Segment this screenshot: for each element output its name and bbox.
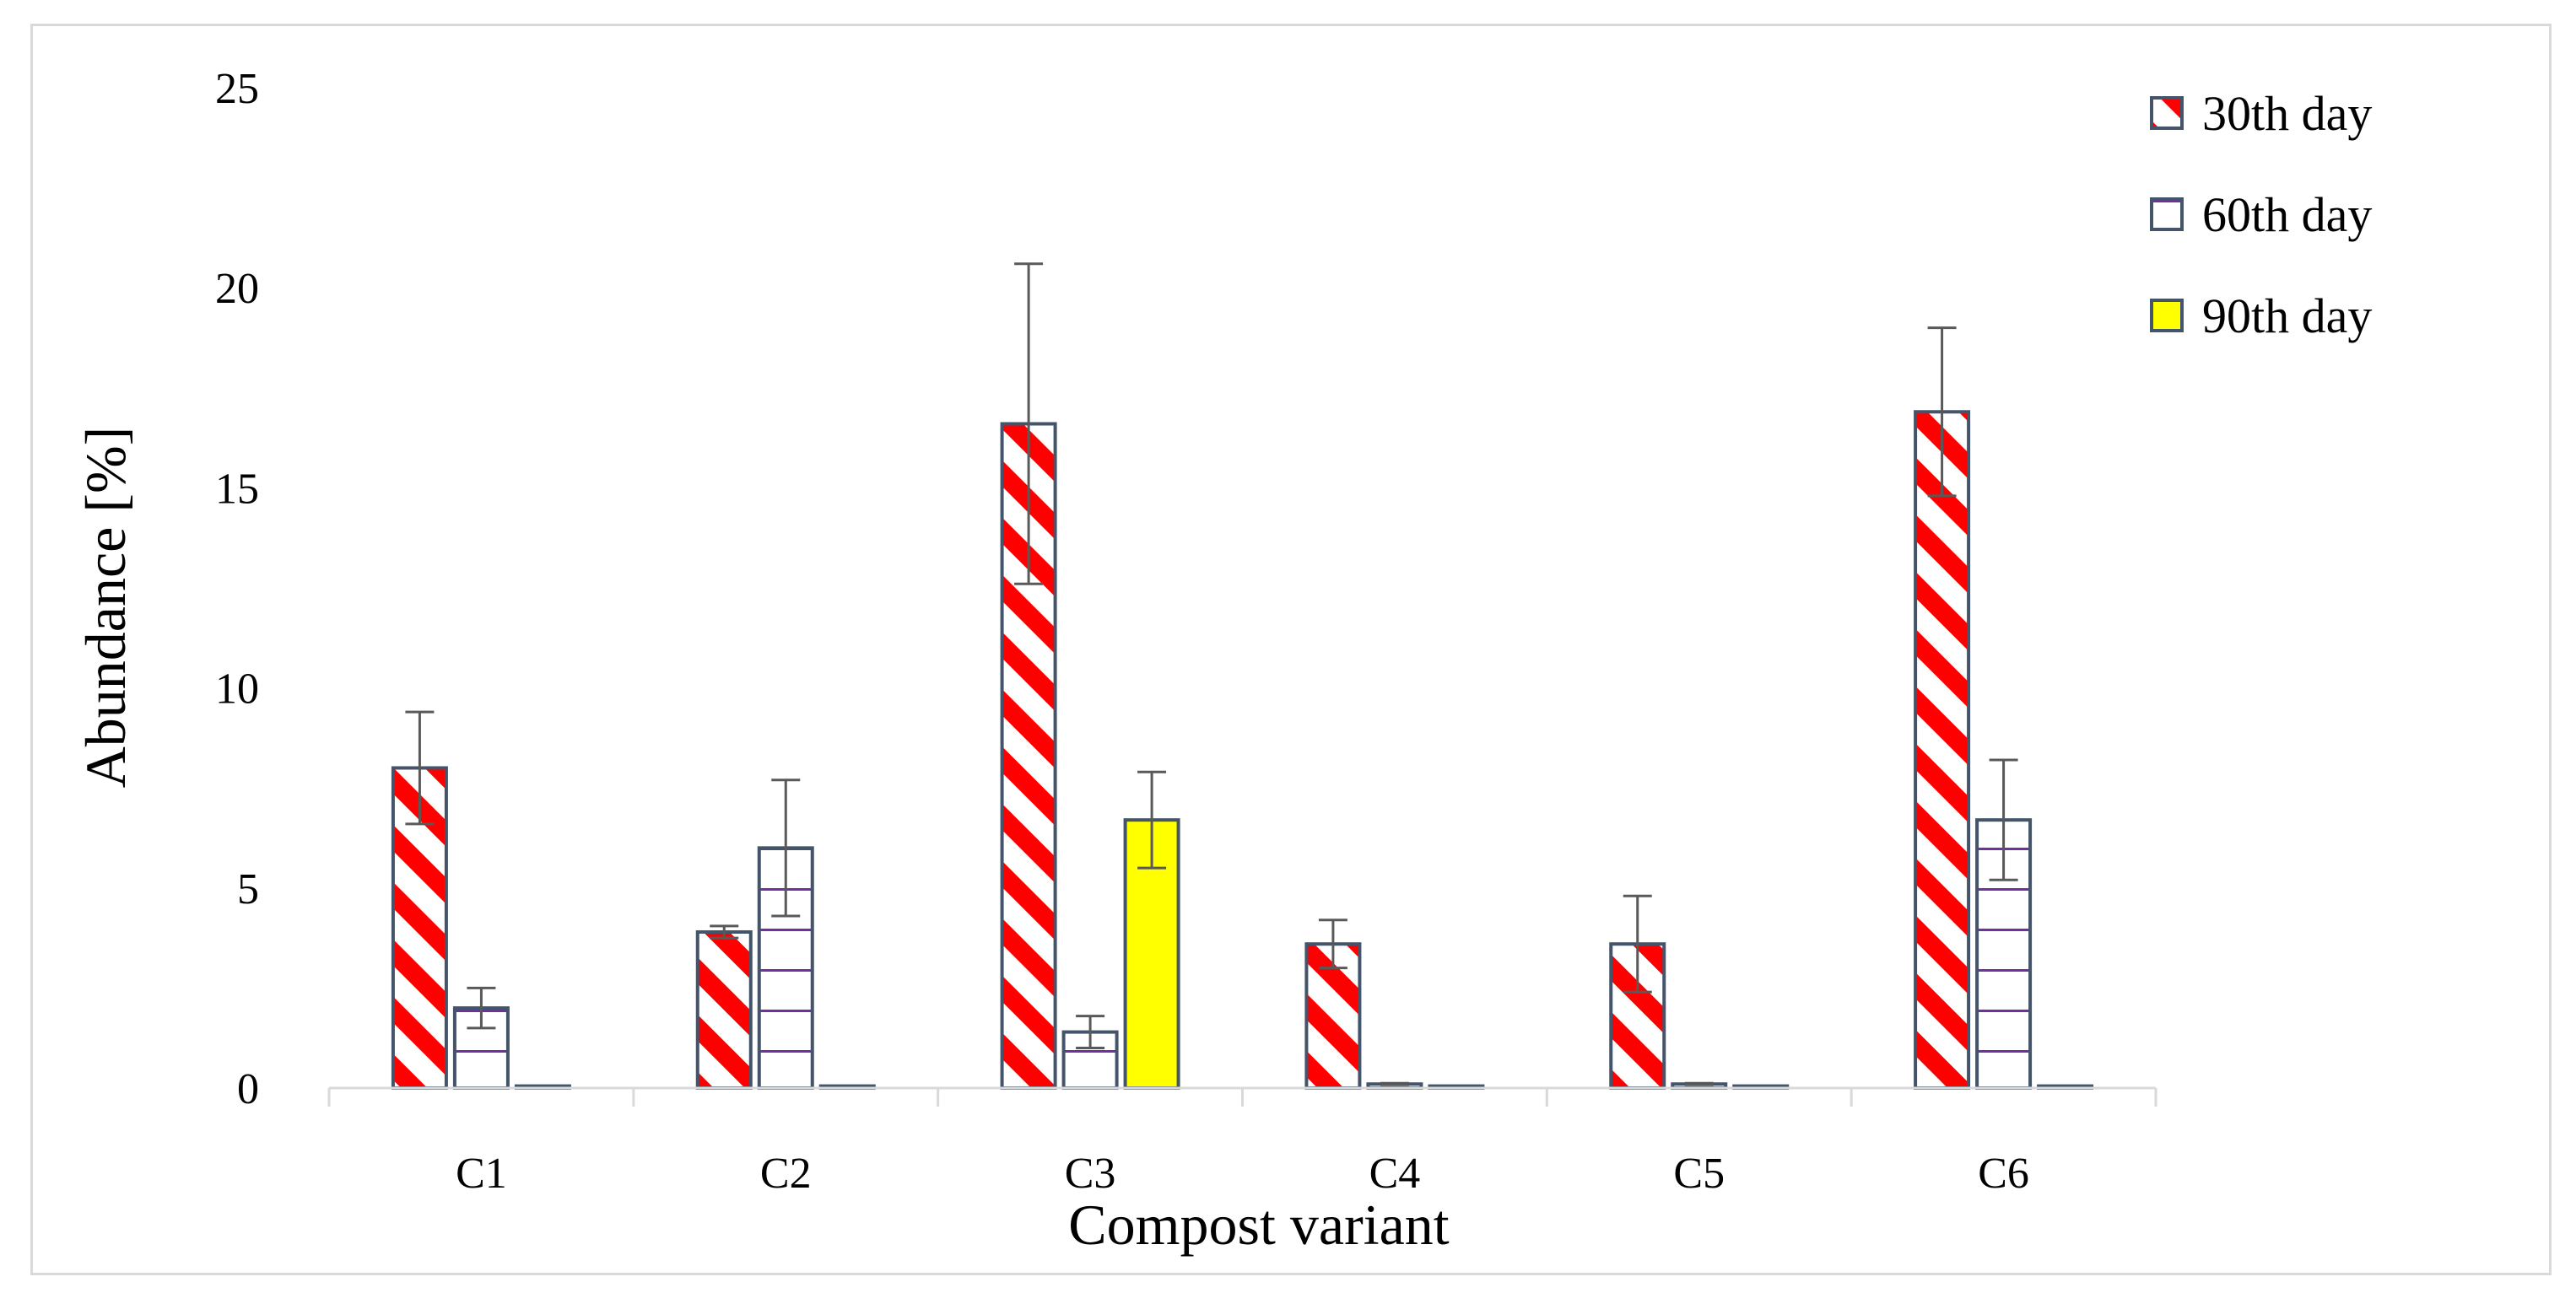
legend-item-2: 60th day — [2150, 187, 2372, 242]
bar-c4-series-1 — [1304, 942, 1362, 1090]
error-bar-c5-series-2 — [1684, 1081, 1714, 1086]
legend-swatch — [2150, 96, 2184, 130]
legend-swatch — [2150, 197, 2184, 231]
y-tick-label: 25 — [215, 65, 259, 113]
error-bar-c2-series-1 — [710, 924, 739, 940]
y-axis-ticks: 0 5 10 15 20 25 — [215, 65, 259, 1113]
error-bars-layer — [405, 262, 2018, 1086]
y-tick-label: 15 — [215, 465, 259, 513]
error-bar-c2-series-2 — [771, 778, 801, 918]
legend-label: 30th day — [2202, 86, 2372, 141]
y-tick-label: 0 — [237, 1065, 259, 1113]
legend-item-1: 30th day — [2150, 86, 2372, 141]
x-tick-label-c1: C1 — [456, 1150, 507, 1198]
error-bar-c4-series-2 — [1380, 1081, 1409, 1086]
error-bar-c3-series-2 — [1076, 1015, 1105, 1050]
error-bar-c3-series-1 — [1014, 262, 1044, 585]
error-bar-c4-series-1 — [1318, 919, 1347, 970]
y-tick-label: 20 — [215, 265, 259, 313]
y-axis-title: Abundance [%] — [73, 427, 138, 789]
legend-swatch — [2150, 299, 2184, 332]
error-bar-c6-series-2 — [1989, 758, 2018, 881]
legend-item-3: 90th day — [2150, 288, 2372, 343]
legend-label: 90th day — [2202, 288, 2372, 343]
y-tick-label: 10 — [215, 665, 259, 714]
chart-frame — [30, 24, 2552, 1275]
x-axis-title: Compost variant — [1068, 1193, 1450, 1257]
x-axis-tick-marks — [327, 1088, 2157, 1107]
y-tick-label: 5 — [237, 865, 259, 913]
x-tick-label-c3: C3 — [1065, 1150, 1116, 1198]
bars-layer — [391, 410, 2094, 1091]
x-tick-label-c6: C6 — [1978, 1150, 2029, 1198]
x-axis-tick-labels: C1 C2 C3 C4 C5 C6 — [456, 1150, 2029, 1198]
x-tick-label-c5: C5 — [1673, 1150, 1725, 1198]
bar-c6-series-1 — [1914, 410, 1971, 1091]
legend-label: 60th day — [2202, 187, 2372, 242]
error-bar-c3-series-3 — [1137, 770, 1167, 870]
error-bar-c5-series-1 — [1623, 894, 1652, 994]
error-bar-c1-series-2 — [467, 986, 496, 1030]
x-tick-label-c2: C2 — [760, 1150, 812, 1198]
legend: 30th day 60th day 90th day — [2150, 86, 2372, 343]
x-tick-label-c4: C4 — [1369, 1150, 1421, 1198]
error-bar-c1-series-1 — [405, 710, 435, 826]
bar-c2-series-1 — [695, 929, 753, 1091]
error-bar-c6-series-1 — [1927, 326, 1957, 498]
